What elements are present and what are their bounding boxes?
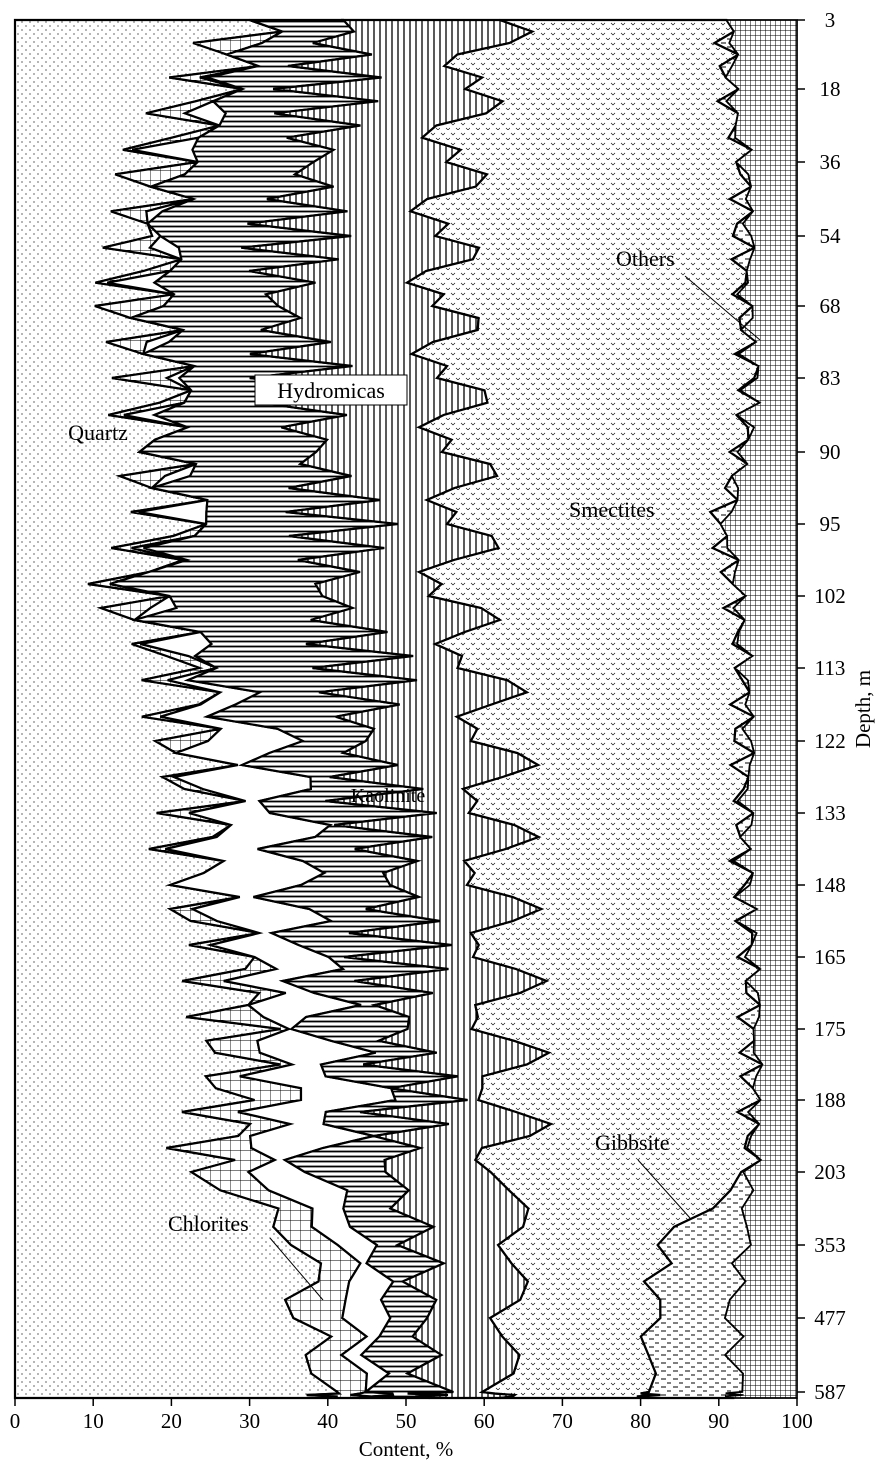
depth-tick-label: 122	[814, 729, 846, 753]
depth-tick-label: 203	[814, 1160, 846, 1184]
others-label: Others	[616, 246, 675, 271]
depth-tick-label: 148	[814, 873, 846, 897]
x-tick-label: 30	[239, 1409, 260, 1433]
x-tick-label: 40	[317, 1409, 338, 1433]
depth-tick-label: 113	[815, 656, 846, 680]
depth-tick-label: 36	[820, 150, 841, 174]
gibbsite-label: Gibbsite	[595, 1130, 670, 1155]
depth-tick-label: 477	[814, 1306, 846, 1330]
chlorites-pointer	[269, 1237, 324, 1301]
depth-tick-label: 133	[814, 801, 846, 825]
depth-tick-label: 83	[820, 366, 841, 390]
x-tick-label: 10	[83, 1409, 104, 1433]
others-pointer	[684, 275, 761, 341]
x-tick-label: 80	[630, 1409, 651, 1433]
hydromicas-label: Hydromicas	[277, 378, 385, 403]
mineral-layers	[13, 18, 798, 1400]
x-tick-label: 90	[708, 1409, 729, 1433]
chlorites-label: Chlorites	[168, 1211, 249, 1236]
x-axis: 0 10 20 30 40 50 60 70 80 90 100	[10, 1398, 813, 1433]
quartz-label: Quartz	[68, 420, 128, 445]
depth-tick-label: 587	[814, 1380, 846, 1404]
x-tick-label: 60	[474, 1409, 495, 1433]
depth-tick-label: 165	[814, 945, 846, 969]
x-tick-label: 50	[396, 1409, 417, 1433]
x-tick-label: 0	[10, 1409, 21, 1433]
depth-axis: 3 18 36 54 68 83 90 95 102 113 122 133 148 165 175 188 2…	[797, 8, 846, 1404]
smectites-label: Smectites	[569, 497, 655, 522]
x-axis-label: Content, %	[359, 1437, 454, 1461]
depth-tick-label: 102	[814, 584, 846, 608]
x-tick-label: 20	[161, 1409, 182, 1433]
hydromicas-label-box	[254, 374, 408, 406]
depth-tick-label: 68	[820, 294, 841, 318]
depth-tick-label: 90	[820, 440, 841, 464]
y-axis-label: Depth, m	[851, 670, 875, 748]
depth-tick-label: 18	[820, 77, 841, 101]
gibbsite-pointer	[637, 1159, 691, 1219]
x-tick-label: 100	[781, 1409, 813, 1433]
depth-tick-label: 54	[820, 224, 842, 248]
depth-tick-label: 353	[814, 1233, 846, 1257]
depth-tick-label: 95	[820, 512, 841, 536]
kaolinite-label: Kaolinite	[351, 785, 426, 807]
depth-tick-label: 3	[825, 8, 836, 32]
depth-tick-label: 188	[814, 1088, 846, 1112]
depth-tick-label: 175	[814, 1017, 846, 1041]
x-tick-label: 70	[552, 1409, 573, 1433]
